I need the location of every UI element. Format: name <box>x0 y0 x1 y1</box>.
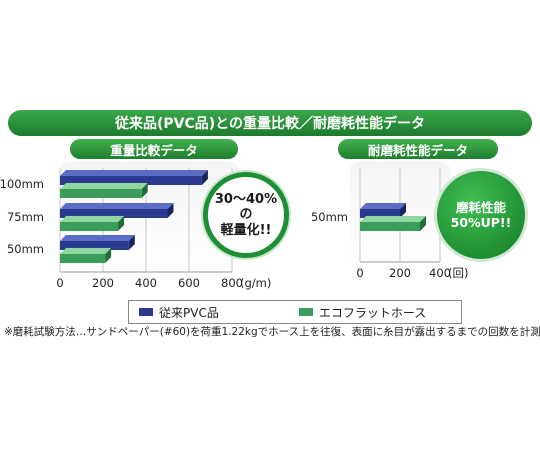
wear-bar-eco <box>360 222 420 231</box>
legend-item-eco: エコフラットホース <box>289 304 426 321</box>
weight-chart-title: 重量比較データ <box>110 142 198 158</box>
weight-bar-pvc <box>60 209 168 218</box>
wear-badge-line2: 50%UP!! <box>450 215 512 230</box>
wear-bar-pvc <box>360 209 400 218</box>
weight-bar-pvc <box>60 176 202 185</box>
weight-bar-eco <box>60 189 142 198</box>
legend-item-pvc: 従来PVC品 <box>129 304 219 321</box>
weight-x-tick-label: 400 <box>135 276 157 290</box>
weight-x-tick-label: 800 <box>221 276 243 290</box>
weight-bar-pvc-top <box>60 235 135 241</box>
wear-chart-title: 耐磨耗性能データ <box>367 142 468 158</box>
legend-swatch-eco <box>298 308 313 316</box>
wear-performance-badge: 磨耗性能 50%UP!! <box>434 168 528 262</box>
weight-bar-pvc-side <box>128 235 135 250</box>
weight-bar-eco <box>60 222 119 231</box>
legend-swatch-pvc <box>139 308 153 316</box>
weight-bar-pvc-top <box>60 203 174 209</box>
weight-bar-pvc-top <box>60 170 208 176</box>
weight-bar-eco-side <box>141 183 148 198</box>
weight-bar-eco-top <box>60 183 148 189</box>
section-title-banner: 従来品(PVC品)との重量比較／耐磨耗性能データ <box>8 110 532 136</box>
wear-x-tick-label: 0 <box>356 266 363 280</box>
weight-reduction-badge: 30〜40% の 軽量化!! <box>203 172 289 258</box>
weight-category-label: 75mm <box>7 210 44 224</box>
weight-x-unit-label: (g/m) <box>240 276 271 290</box>
wear-bar-pvc-side <box>400 203 406 218</box>
chart-legend: 従来PVC品 エコフラットホース <box>128 300 462 324</box>
legend-label-eco: エコフラットホース <box>318 305 427 320</box>
wear-x-tick-label: 400 <box>429 266 451 280</box>
wear-x-unit-label: (回) <box>448 266 468 280</box>
weight-bar-pvc-side <box>167 203 174 218</box>
weight-x-tick-label: 200 <box>92 276 114 290</box>
wear-bar-pvc-top <box>360 203 406 209</box>
wear-category-label: 50mm <box>311 210 348 224</box>
weight-chart-title-banner: 重量比較データ <box>70 139 238 159</box>
weight-category-label: 50mm <box>7 242 44 256</box>
weight-badge-line3: 軽量化!! <box>220 222 272 238</box>
wear-bar-eco-side <box>420 216 426 231</box>
wear-x-tick-label: 200 <box>389 266 411 280</box>
weight-bar-eco-side <box>118 216 125 231</box>
weight-bar-eco-side <box>105 248 112 263</box>
weight-badge-line2: の <box>239 207 253 223</box>
wear-badge-line1: 磨耗性能 <box>455 200 506 215</box>
wear-bar-eco-top <box>360 216 426 222</box>
wear-chart-title-banner: 耐磨耗性能データ <box>338 139 498 159</box>
weight-badge-line1: 30〜40% <box>214 191 278 207</box>
weight-bar-eco <box>60 254 106 263</box>
section-title: 従来品(PVC品)との重量比較／耐磨耗性能データ <box>114 116 426 132</box>
legend-label-pvc: 従来PVC品 <box>159 305 219 320</box>
weight-bar-eco-top <box>60 248 112 254</box>
weight-bar-pvc <box>60 241 129 250</box>
weight-bar-pvc-side <box>201 170 208 185</box>
test-method-note: ※磨耗試験方法…サンドペーパー(#60)を荷重1.22kgでホース上を往復、表面… <box>4 326 540 338</box>
weight-bar-eco-top <box>60 216 125 222</box>
weight-x-tick-label: 0 <box>56 276 63 290</box>
weight-x-tick-label: 600 <box>178 276 200 290</box>
weight-category-label: 100mm <box>0 177 44 191</box>
